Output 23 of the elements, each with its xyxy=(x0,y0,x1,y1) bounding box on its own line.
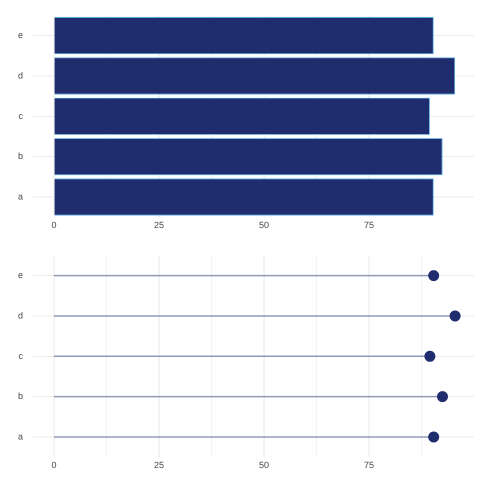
y-tick-label: e xyxy=(18,30,24,40)
x-tick-label: 75 xyxy=(364,460,374,470)
x-tick-label: 50 xyxy=(258,220,270,230)
point xyxy=(428,432,440,443)
y-tick-label: d xyxy=(18,310,24,320)
x-tick-label: 75 xyxy=(364,220,374,230)
y-tick-label: d xyxy=(18,70,24,80)
x-tick-label: 0 xyxy=(51,460,57,470)
x-tick-label: 0 xyxy=(51,220,57,230)
y-tick-label: c xyxy=(18,350,24,361)
y-tick-label: e xyxy=(18,270,24,280)
y-tick-label: b xyxy=(18,391,24,402)
x-tick-label: 25 xyxy=(154,460,164,470)
y-tick-label: c xyxy=(18,110,24,121)
point xyxy=(437,391,448,402)
point xyxy=(424,350,436,362)
y-tick-label: a xyxy=(18,192,24,202)
x-tick-label: 25 xyxy=(154,220,164,230)
y-tick-label: b xyxy=(18,151,24,162)
x-tick-label: 50 xyxy=(258,460,270,470)
y-tick-label: a xyxy=(18,432,24,442)
point xyxy=(428,270,440,282)
point xyxy=(450,310,461,322)
